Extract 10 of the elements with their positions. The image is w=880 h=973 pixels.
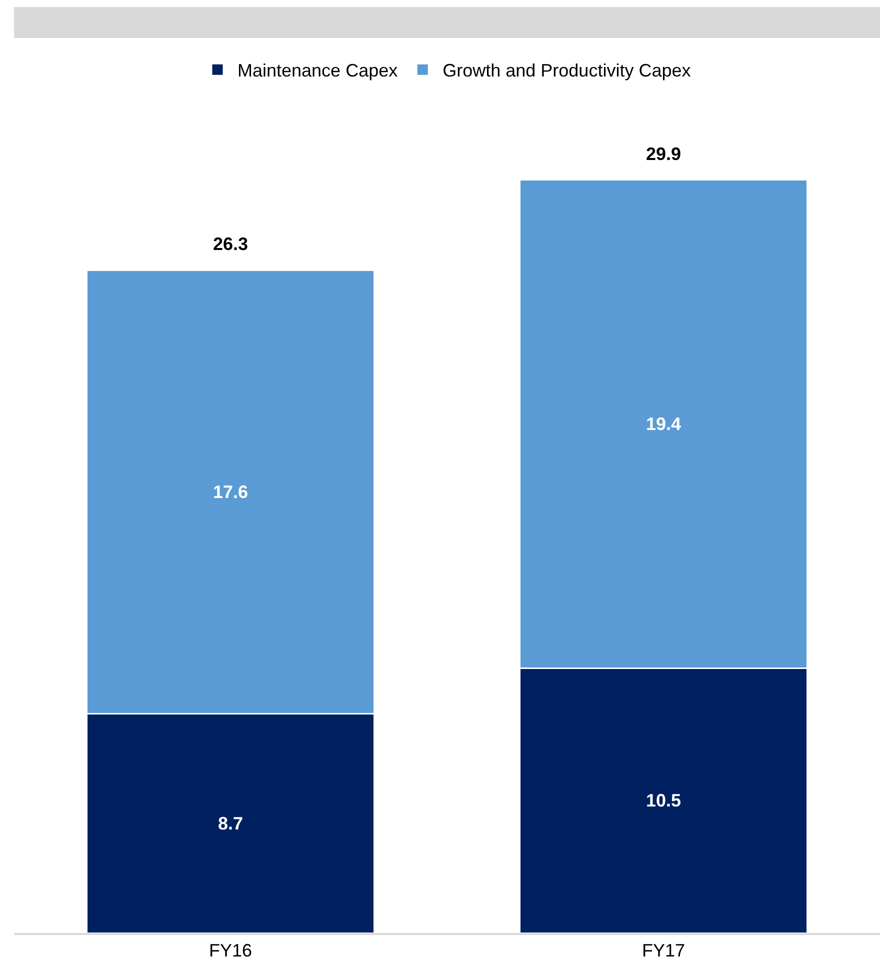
data-label: 8.7 (218, 813, 244, 834)
legend-label: Growth and Productivity Capex (442, 60, 691, 81)
data-label: 10.5 (646, 790, 682, 811)
total-label: 26.3 (213, 234, 248, 254)
x-tick-label: FY17 (642, 940, 686, 960)
x-tick-label: FY16 (208, 940, 252, 960)
data-label: 19.4 (646, 414, 682, 434)
legend-label: Maintenance Capex (238, 60, 398, 81)
data-label: 17.6 (212, 482, 248, 502)
total-label: 29.9 (646, 144, 682, 164)
